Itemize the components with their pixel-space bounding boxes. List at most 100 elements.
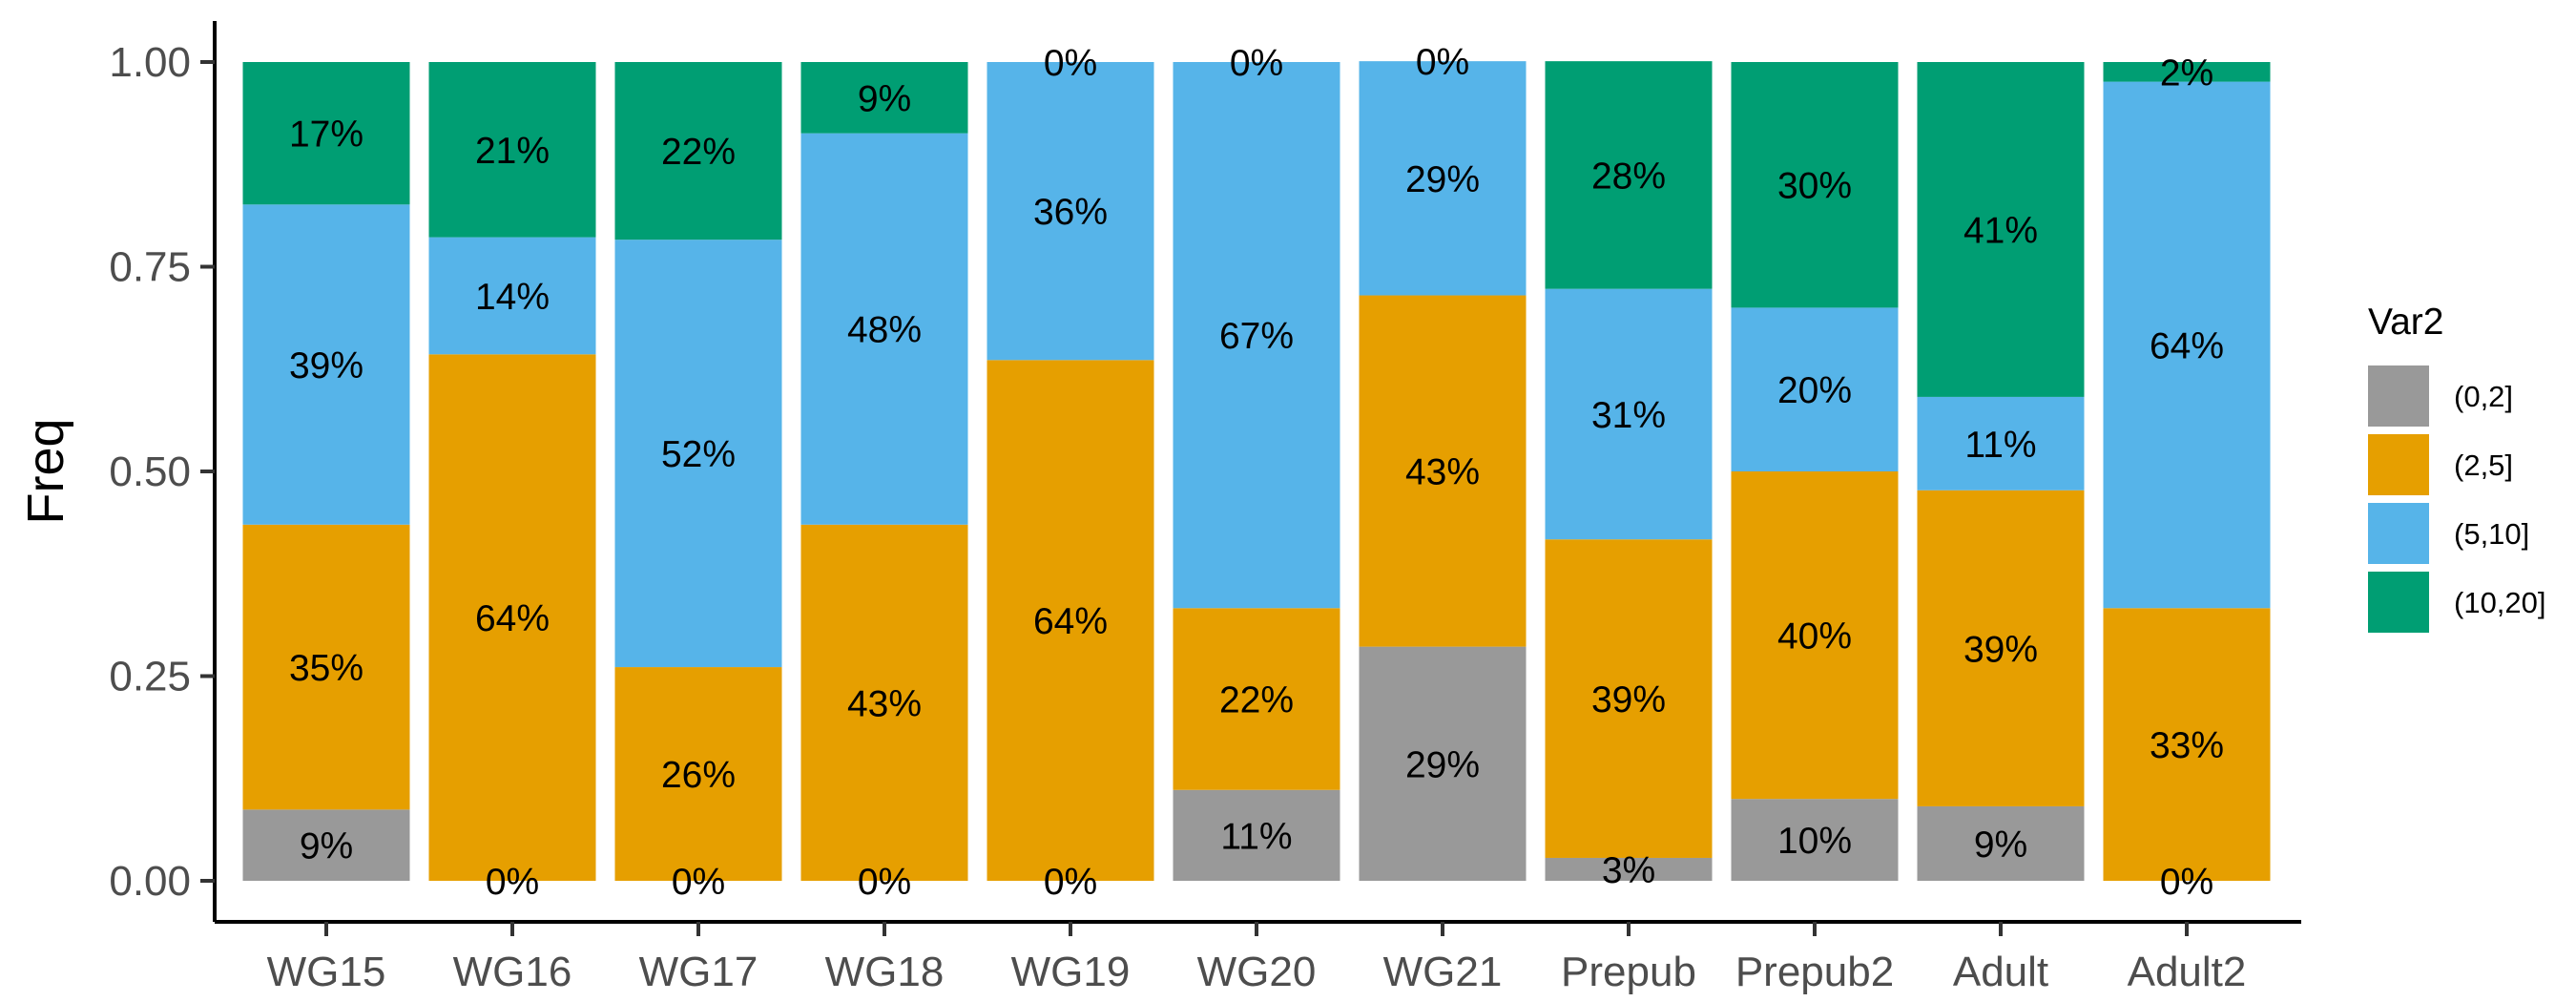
bar-segment [2103,81,2271,609]
bar-segment [1731,307,1899,471]
data-label: 52% [661,434,736,475]
bar-segment [1545,288,1713,540]
bar-segment [1173,608,1340,790]
data-label: 43% [1405,452,1480,493]
bar-segment [428,62,596,238]
data-label: 22% [661,132,736,173]
data-label: 20% [1777,370,1852,411]
bar-segment [614,240,782,668]
legend-label: (0,2] [2454,380,2513,413]
y-tick-label: 1.00 [109,39,191,86]
legend-swatch [2368,434,2429,495]
bar-segment [614,667,782,881]
bar-segment [2103,62,2271,82]
x-tick-label: Prepub2 [1735,949,1894,995]
legend-swatch [2368,365,2429,427]
bar-segment [1731,799,1899,881]
bar-segment [1173,789,1340,881]
data-label: 0% [1044,43,1097,84]
x-tick-label: Prepub [1561,949,1696,995]
bar-segment [1917,490,2085,806]
data-label: 29% [1405,744,1480,785]
data-label: 41% [1963,210,2038,251]
x-ticks-layer: WG15 WG16 WG17 WG18 WG19 WG20 WG21 Prepub Prepub… [267,922,2247,995]
data-label: 0% [2160,862,2213,903]
bar-segment [987,62,1154,361]
bar-segment [1359,61,1527,296]
data-label: 0% [858,862,911,903]
data-label: 9% [1974,825,2027,866]
bar-segment [242,809,410,881]
legend: Var2 (0,2] (2,5] (5,10] (10,20] [2368,302,2546,633]
bar-segment [1731,471,1899,800]
data-label: 64% [2150,325,2224,366]
data-label: 64% [1033,601,1108,642]
bar-segment [1545,539,1713,858]
bar-segment [800,62,968,134]
data-label: 43% [847,683,922,724]
data-label: 11% [1964,425,2036,466]
data-label: 26% [661,755,736,796]
bar-segment [800,524,968,881]
bar-segment [242,62,410,205]
legend-swatch [2368,503,2429,564]
data-label: 2% [2160,52,2213,94]
data-label: 9% [858,78,911,119]
bar-segment [1917,62,2085,397]
bar-segment [1173,62,1340,609]
bar-segment [428,354,596,881]
y-axis-title: Freq [17,418,74,524]
x-tick-label: WG16 [453,949,572,995]
bar-segment [242,524,410,810]
legend-title: Var2 [2368,302,2444,343]
bar-segment [1545,61,1713,289]
bars-layer [242,61,2271,881]
x-tick-label: WG15 [267,949,386,995]
x-tick-label: WG18 [825,949,945,995]
data-label: 39% [289,345,364,386]
data-label: 36% [1033,192,1108,233]
data-label: 29% [1405,159,1480,200]
y-tick-label: 0.50 [109,449,191,495]
bar-segment [1359,295,1527,647]
x-tick-label: WG17 [639,949,758,995]
data-label: 33% [2150,725,2224,766]
data-label: 39% [1963,629,2038,670]
x-tick-label: Adult [1953,949,2048,995]
y-ticks-layer: 0.00 0.25 0.50 0.75 1.00 [109,39,215,905]
legend-label: (5,10] [2454,517,2529,551]
legend-swatch [2368,572,2429,633]
data-label: 0% [1044,862,1097,903]
y-tick-label: 0.25 [109,654,191,700]
data-label: 17% [289,115,364,156]
data-label: 67% [1219,316,1294,357]
bar-segment [1359,646,1527,881]
data-label: 30% [1777,166,1852,207]
data-label: 64% [475,598,550,639]
data-label: 0% [1230,43,1283,84]
bar-segment [2103,608,2271,881]
bar-segment [1917,396,2085,491]
bar-segment [1917,805,2085,881]
data-label: 35% [289,648,364,689]
x-tick-label: Adult2 [2128,949,2247,995]
bar-segment [1731,62,1899,308]
bar-segment [242,204,410,525]
data-label: 11% [1220,816,1292,857]
segment-labels-layer: 9% 35% 39% 17% 0% 64% 14% 21% 0% 26% 52% 22% 0% 43% 48… [289,42,2224,903]
data-label: 28% [1591,156,1666,197]
x-tick-label: WG20 [1197,949,1317,995]
legend-label: (2,5] [2454,449,2513,482]
bar-segment [428,237,596,355]
data-label: 39% [1591,679,1666,720]
data-label: 14% [475,277,550,318]
bar-segment [614,62,782,240]
y-tick-label: 0.75 [109,244,191,291]
data-label: 0% [1416,42,1469,83]
bar-segment [987,360,1154,881]
data-label: 10% [1777,821,1852,862]
legend-label: (10,20] [2454,586,2546,619]
bar-segment [1545,857,1713,881]
data-label: 22% [1219,680,1294,721]
